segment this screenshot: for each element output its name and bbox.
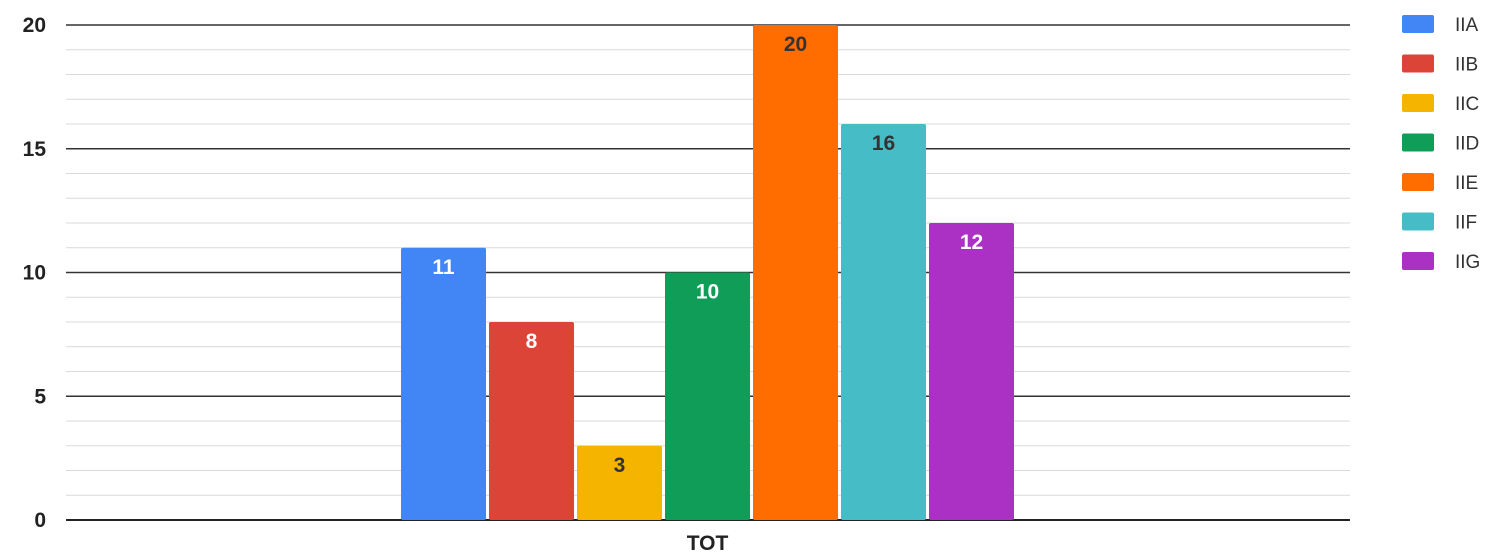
x-axis-category-labels: TOT bbox=[687, 532, 729, 552]
y-tick-label: 15 bbox=[23, 138, 47, 161]
legend-item-iic: IIC bbox=[1402, 94, 1479, 115]
data-label-iif: 16 bbox=[872, 132, 895, 155]
legend-label: IIE bbox=[1455, 173, 1478, 194]
bar-series bbox=[401, 25, 1014, 520]
legend-swatch bbox=[1402, 133, 1434, 152]
data-label-iib: 8 bbox=[526, 330, 538, 353]
data-label-iia: 11 bbox=[432, 256, 455, 279]
bar-iia bbox=[401, 247, 486, 520]
legend-swatch bbox=[1402, 54, 1434, 73]
x-category-label: TOT bbox=[687, 532, 729, 552]
legend-item-iid: IID bbox=[1402, 133, 1479, 155]
legend-item-iia: IIA bbox=[1402, 15, 1479, 36]
y-tick-label: 20 bbox=[23, 14, 46, 37]
bar-iif bbox=[841, 124, 926, 520]
legend-label: IIC bbox=[1455, 94, 1479, 115]
data-label-iic: 3 bbox=[614, 454, 626, 477]
legend-label: IIB bbox=[1455, 55, 1478, 76]
bar-data-labels: 11 8 3 10 20 16 12 bbox=[432, 33, 983, 477]
bar-iib bbox=[489, 322, 574, 520]
data-label-iie: 20 bbox=[784, 33, 807, 56]
legend-item-iif: IIF bbox=[1402, 212, 1477, 234]
legend-label: IID bbox=[1455, 134, 1479, 155]
bar-iid bbox=[665, 272, 750, 520]
y-tick-label: 10 bbox=[23, 262, 46, 285]
legend-item-iie: IIE bbox=[1402, 173, 1478, 194]
legend-swatch bbox=[1402, 173, 1434, 191]
legend-swatch bbox=[1402, 212, 1434, 231]
legend-swatch bbox=[1402, 94, 1434, 112]
bar-iig bbox=[929, 223, 1014, 520]
y-tick-label: 0 bbox=[34, 509, 46, 532]
legend-swatch bbox=[1402, 252, 1434, 270]
legend: IIA IIB IIC IID IIE IIF IIG bbox=[1402, 15, 1480, 273]
y-tick-label: 5 bbox=[34, 385, 46, 408]
legend-label: IIG bbox=[1455, 252, 1480, 273]
y-axis-tick-labels: 0 5 10 15 20 bbox=[23, 14, 47, 532]
legend-swatch bbox=[1402, 15, 1434, 33]
legend-label: IIF bbox=[1455, 213, 1477, 234]
bar-iie bbox=[753, 25, 838, 520]
legend-item-iig: IIG bbox=[1402, 252, 1480, 273]
data-label-iid: 10 bbox=[696, 281, 719, 304]
legend-label: IIA bbox=[1455, 15, 1479, 36]
legend-item-iib: IIB bbox=[1402, 54, 1478, 76]
bar-iic bbox=[577, 445, 662, 520]
data-label-iig: 12 bbox=[960, 231, 983, 254]
